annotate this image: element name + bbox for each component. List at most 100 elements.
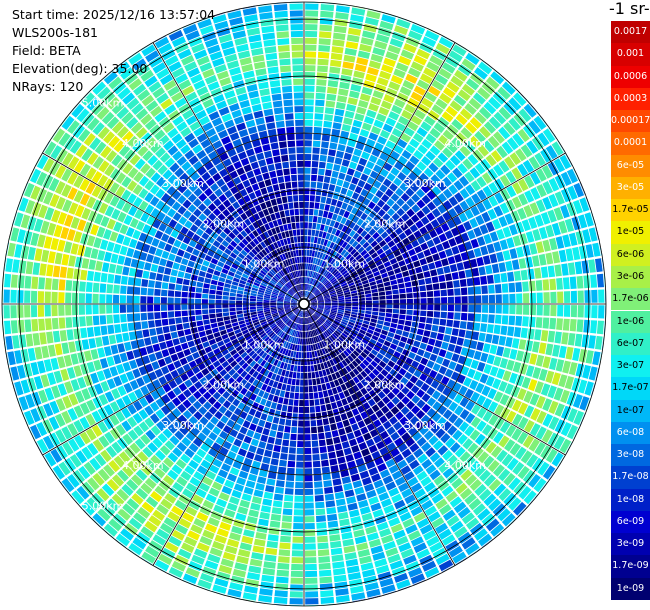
range-gate-cell [356, 57, 369, 66]
range-gate-cell [174, 297, 181, 304]
range-gate-cell [304, 99, 314, 106]
range-gate-cell [113, 513, 127, 527]
range-gate-cell [566, 168, 578, 184]
range-gate-cell [312, 344, 317, 351]
range-gate-cell [378, 287, 385, 292]
range-gate-cell [326, 507, 337, 515]
range-gate-cell [308, 270, 311, 277]
range-gate-cell [354, 486, 365, 495]
range-gate-cell [370, 502, 382, 512]
range-gate-cell [341, 532, 353, 540]
range-gate-cell [230, 240, 238, 248]
range-gate-cell [184, 379, 193, 388]
range-gate-cell [529, 423, 541, 437]
range-gate-cell [223, 227, 231, 235]
range-gate-cell [317, 306, 324, 309]
range-gate-cell [573, 168, 579, 181]
range-gate-cell [469, 479, 482, 491]
range-gate-cell [380, 100, 392, 110]
range-gate-cell [216, 235, 224, 244]
range-gate-cell [256, 227, 263, 235]
range-gate-cell [226, 327, 234, 333]
range-gate-cell [416, 399, 426, 409]
range-gate-cell [3, 289, 10, 303]
range-gate-cell [160, 98, 173, 110]
range-gate-cell [482, 140, 495, 153]
range-gate-cell [243, 297, 250, 301]
range-gate-cell [464, 455, 476, 468]
range-gate-cell [411, 193, 421, 203]
range-gate-cell [196, 542, 210, 553]
range-gate-cell [154, 36, 170, 49]
range-gate-cell [245, 209, 253, 218]
range-gate-cell [152, 87, 166, 99]
range-gate-cell [311, 167, 318, 175]
range-gate-cell [470, 238, 479, 249]
range-gate-cell [397, 459, 408, 470]
range-gate-cell [405, 73, 418, 84]
range-gate-cell [378, 106, 390, 116]
range-gate-cell [257, 476, 267, 484]
range-gate-cell [289, 280, 294, 287]
range-gate-cell [338, 345, 345, 352]
range-gate-cell [220, 558, 234, 568]
range-gate-cell [429, 469, 441, 481]
range-gate-cell [280, 528, 292, 536]
range-gate-cell [365, 525, 377, 535]
range-gate-cell [389, 343, 398, 350]
range-gate-cell [416, 470, 428, 481]
range-gate-cell [359, 301, 366, 304]
range-gate-cell [217, 321, 225, 327]
range-gate-cell [438, 559, 454, 572]
range-gate-cell [332, 357, 338, 365]
range-gate-cell [476, 394, 486, 406]
range-gate-cell [322, 127, 331, 135]
range-gate-cell [257, 310, 264, 314]
range-gate-cell [171, 408, 182, 418]
range-gate-cell [345, 301, 352, 304]
range-gate-cell [475, 214, 485, 226]
range-gate-cell [396, 401, 405, 410]
range-gate-cell [239, 338, 247, 345]
range-gate-cell [321, 466, 330, 474]
range-gate-cell [265, 263, 272, 270]
range-gate-cell [379, 268, 387, 275]
range-gate-cell [73, 190, 84, 203]
range-gate-cell [461, 304, 468, 312]
range-gate-cell [123, 382, 133, 394]
range-gate-cell [279, 361, 285, 369]
range-gate-cell [120, 285, 127, 294]
range-gate-cell [412, 431, 423, 442]
range-gate-cell [261, 574, 275, 583]
range-gate-cell [204, 161, 214, 171]
range-gate-cell [45, 277, 52, 290]
range-gate-cell [211, 442, 222, 452]
range-gate-cell [227, 356, 235, 364]
range-gate-cell [249, 240, 257, 248]
range-gate-cell [332, 39, 345, 47]
range-gate-cell [286, 363, 291, 371]
range-gate-cell [348, 387, 355, 395]
range-gate-cell [100, 272, 108, 283]
range-gate-cell [316, 419, 323, 426]
range-gate-cell [73, 365, 83, 377]
range-gate-cell [145, 137, 157, 149]
range-gate-cell [506, 359, 515, 371]
range-gate-cell [181, 342, 189, 350]
range-gate-cell [236, 233, 244, 241]
range-gate-cell [314, 494, 324, 502]
range-gate-cell [221, 463, 231, 472]
range-gate-cell [406, 400, 416, 410]
range-gate-cell [204, 278, 211, 284]
range-gate-cell [317, 308, 324, 312]
range-gate-cell [188, 304, 195, 310]
range-gate-cell [278, 549, 291, 557]
range-gate-cell [388, 487, 400, 497]
range-gate-cell [50, 448, 63, 463]
range-gate-cell [180, 226, 189, 235]
range-gate-cell [295, 351, 299, 358]
range-gate-cell [182, 410, 193, 420]
range-gate-cell [188, 360, 197, 369]
range-gate-cell [367, 259, 375, 266]
range-gate-cell [162, 215, 172, 225]
